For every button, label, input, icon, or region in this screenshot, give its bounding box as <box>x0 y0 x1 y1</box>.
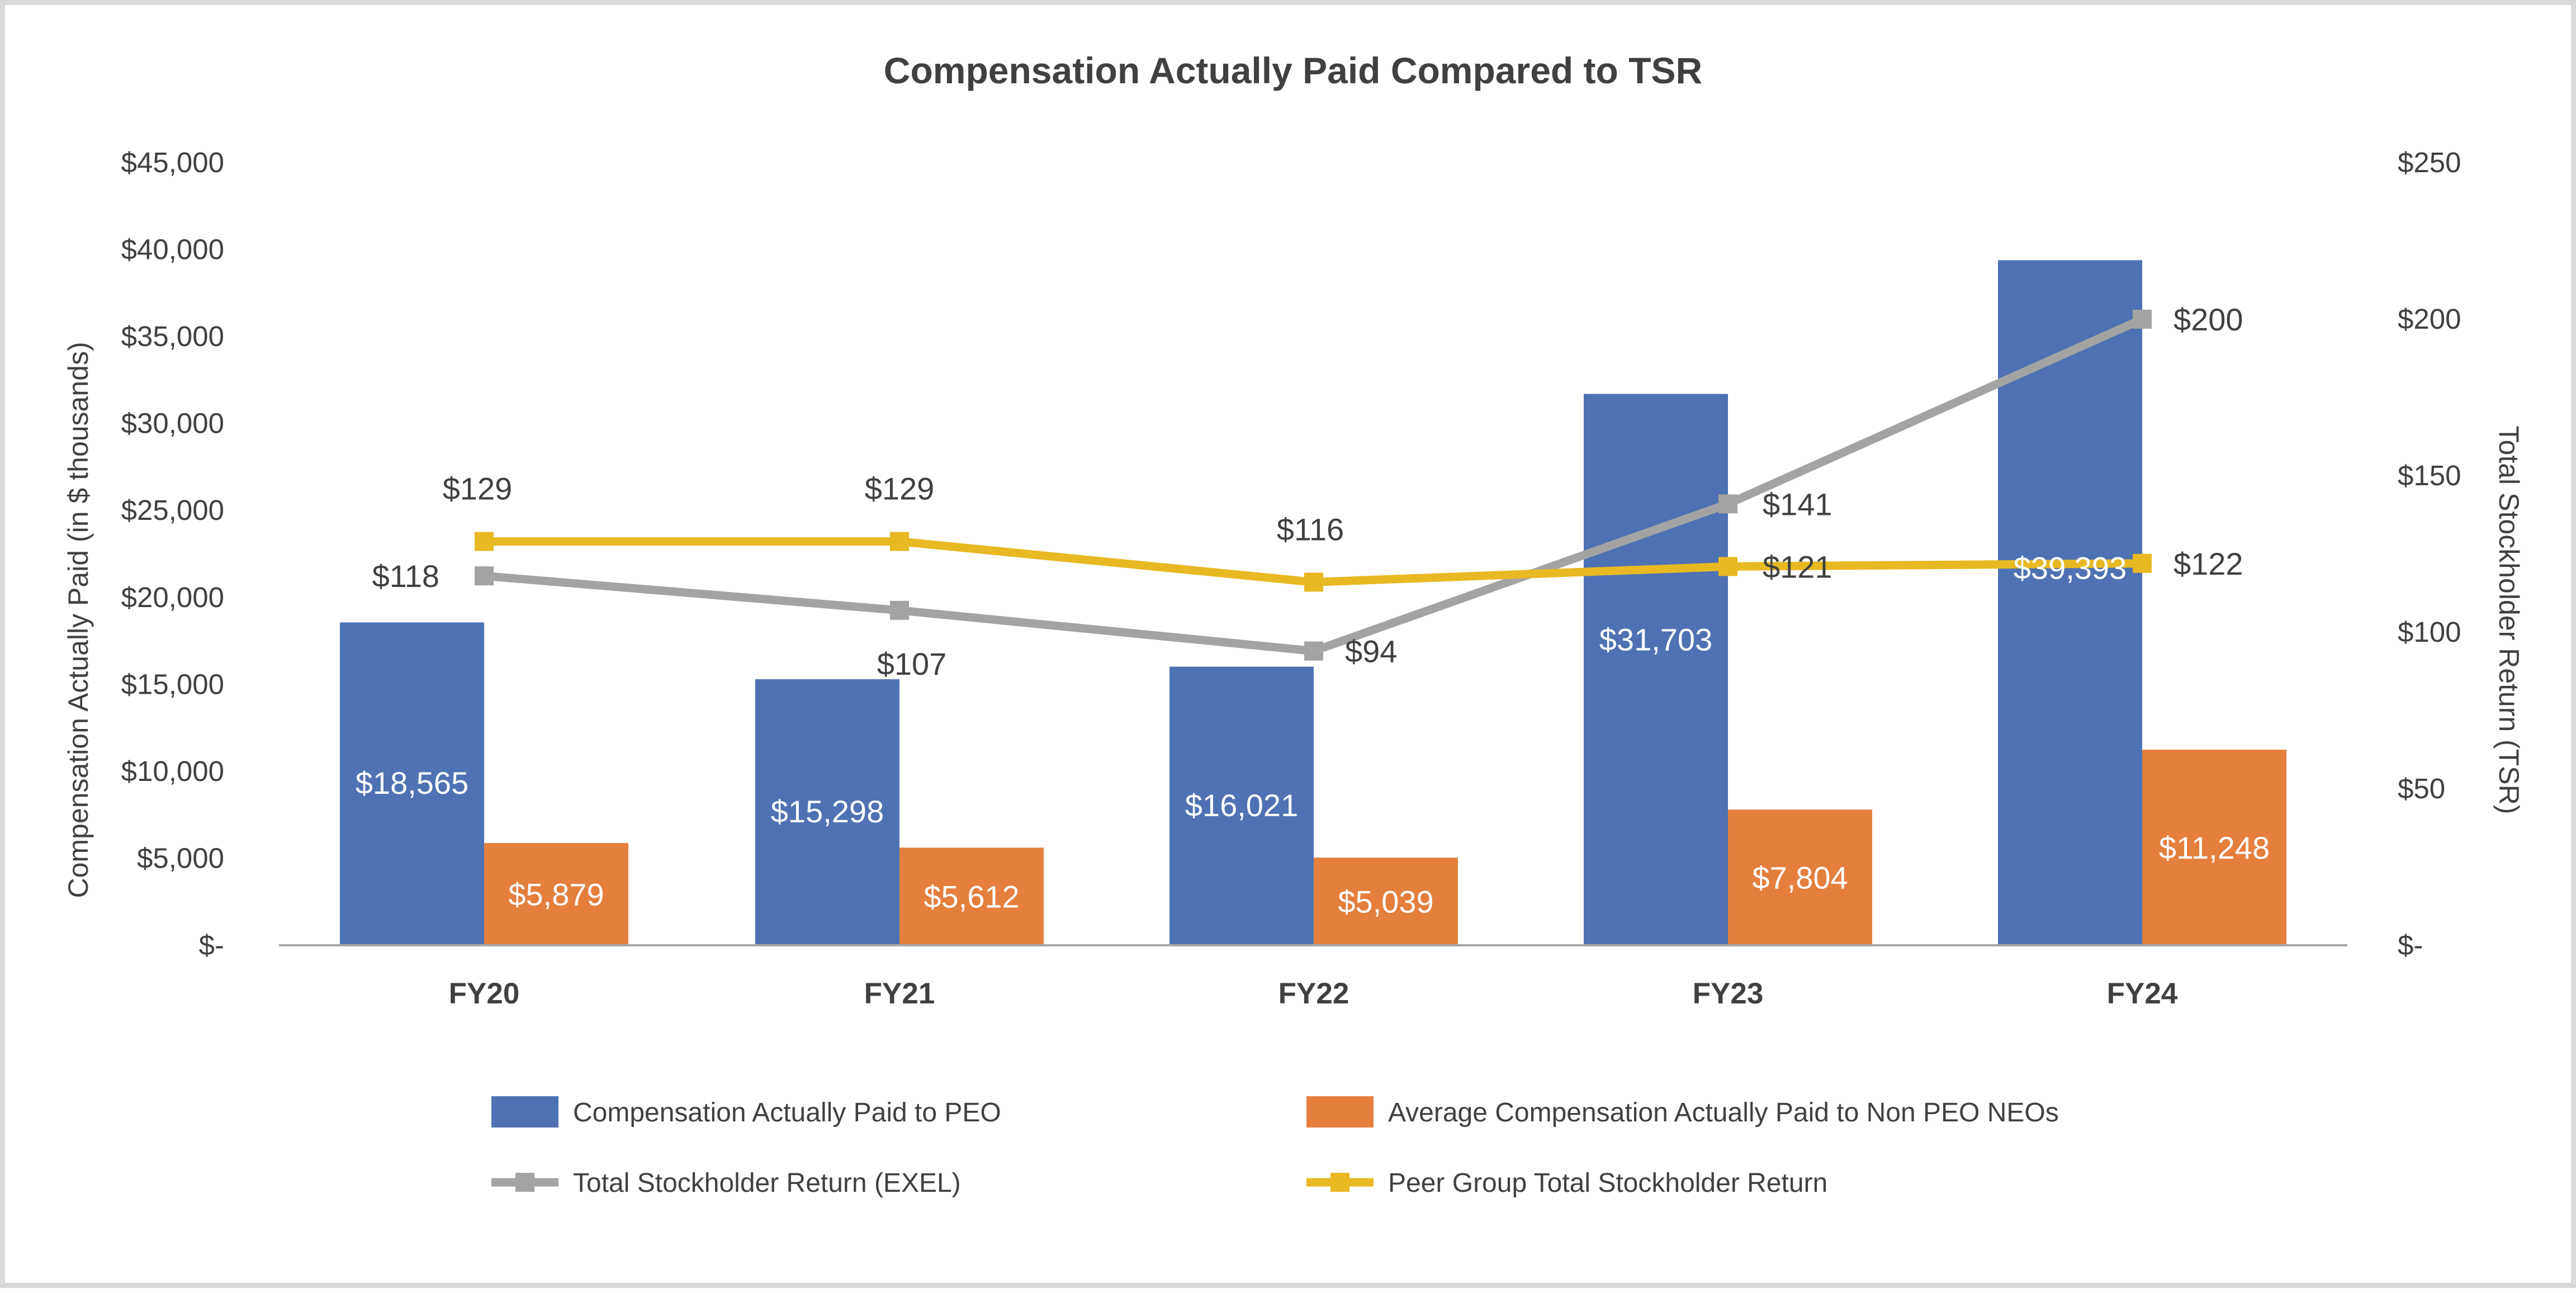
right-tick-label: $- <box>2398 929 2423 961</box>
category-label: FY21 <box>864 977 935 1010</box>
peer-tsr-marker <box>2133 553 2152 573</box>
legend-peo-label: Compensation Actually Paid to PEO <box>573 1098 1001 1128</box>
peo-bar <box>340 622 484 945</box>
peo-bar-value-label: $18,565 <box>356 765 468 801</box>
legend-neo-label: Average Compensation Actually Paid to No… <box>1388 1098 2059 1128</box>
bar-labels-group: $18,565 $15,298 $16,021 $31,703 $39,393 $5,87… <box>356 550 2270 919</box>
peo-bar-value-label: $39,393 <box>2014 550 2127 585</box>
peer-tsr-value-label: $116 <box>1277 511 1344 547</box>
neo-bar <box>1314 858 1458 945</box>
peer-tsr-value-label: $129 <box>443 471 513 506</box>
line-labels-group: $118 $107 $94 $141 $200 $129 $129 $116 $121 $122 <box>372 302 2243 681</box>
legend-exel-tsr-marker <box>515 1173 534 1192</box>
neo-bar-value-label: $11,248 <box>2159 830 2270 865</box>
legend-exel-tsr-label: Total Stockholder Return (EXEL) <box>573 1168 961 1198</box>
peer-tsr-marker <box>1304 572 1323 592</box>
left-tick-label: $10,000 <box>121 755 224 787</box>
exel-tsr-marker <box>2133 310 2152 329</box>
exel-tsr-marker <box>890 600 909 620</box>
exel-tsr-marker <box>1718 494 1737 514</box>
neo-bar-value-label: $5,879 <box>508 877 604 912</box>
peer-tsr-value-label: $129 <box>865 471 935 506</box>
exel-tsr-marker <box>1304 641 1323 661</box>
exel-tsr-value-label: $141 <box>1763 486 1832 522</box>
exel-tsr-value-label: $94 <box>1345 634 1397 669</box>
neo-bar <box>1728 809 1872 945</box>
peo-bar-value-label: $16,021 <box>1185 788 1298 823</box>
right-tick-label: $150 <box>2398 460 2461 491</box>
peo-bar-value-label: $31,703 <box>1599 622 1712 657</box>
legend-peer-tsr-label: Peer Group Total Stockholder Return <box>1388 1168 1827 1198</box>
peo-bar <box>755 679 899 945</box>
peer-tsr-value-label: $121 <box>1763 549 1832 584</box>
category-label: FY20 <box>449 977 520 1010</box>
exel-tsr-value-label: $200 <box>2174 302 2243 337</box>
peer-tsr-marker <box>1718 557 1737 576</box>
left-tick-label: $35,000 <box>121 320 224 352</box>
peo-bar <box>1169 666 1314 945</box>
category-label: FY22 <box>1278 977 1349 1010</box>
right-tick-label: $100 <box>2398 616 2461 648</box>
exel-tsr-value-label: $118 <box>372 558 439 594</box>
peer-tsr-marker <box>475 532 494 551</box>
left-tick-label: $15,000 <box>121 668 224 700</box>
peo-bar-value-label: $15,298 <box>771 794 884 829</box>
exel-tsr-line <box>484 315 2144 656</box>
neo-bar <box>899 847 1044 945</box>
neo-bar-value-label: $5,039 <box>1338 884 1433 920</box>
right-tick-label: $250 <box>2398 146 2461 178</box>
chart-title: Compensation Actually Paid Compared to T… <box>884 50 1702 91</box>
category-label: FY23 <box>1693 977 1764 1010</box>
left-tick-label: $20,000 <box>121 581 224 613</box>
legend-peo-swatch <box>491 1096 558 1128</box>
left-tick-label: $45,000 <box>121 146 224 178</box>
legend: Compensation Actually Paid to PEO Average… <box>491 1096 2059 1198</box>
category-label: FY24 <box>2107 977 2178 1010</box>
peo-bar <box>1584 394 1728 945</box>
left-tick-label: $- <box>199 929 224 961</box>
peer-tsr-marker <box>890 532 909 551</box>
peer-tsr-value-label: $122 <box>2174 546 2243 581</box>
right-axis-ticks: $- $50 $100 $150 $200 $250 <box>2398 146 2461 961</box>
exel-tsr-value-label: $107 <box>877 646 947 681</box>
bars-group <box>340 260 2286 946</box>
right-tick-label: $200 <box>2398 303 2461 335</box>
left-tick-label: $5,000 <box>137 842 224 874</box>
category-labels: FY20 FY21 FY22 FY23 FY24 <box>449 977 2178 1010</box>
neo-bar-value-label: $5,612 <box>924 879 1019 915</box>
right-tick-label: $50 <box>2398 773 2445 804</box>
neo-bar <box>484 843 628 945</box>
left-tick-label: $25,000 <box>121 494 224 526</box>
left-axis-title: Compensation Actually Paid (in $ thousan… <box>63 342 94 898</box>
peo-bar <box>1998 260 2142 946</box>
right-axis-title: Total Stockholder Return (TSR) <box>2493 426 2525 814</box>
lines-group <box>475 310 2152 661</box>
left-axis-ticks: $- $5,000 $10,000 $15,000 $20,000 $25,000 $30,… <box>121 146 224 961</box>
legend-neo-swatch <box>1306 1096 1374 1128</box>
neo-bar-value-label: $7,804 <box>1752 860 1848 896</box>
left-tick-label: $30,000 <box>121 408 224 439</box>
chart-svg: Compensation Actually Paid Compared to T… <box>63 50 2525 1198</box>
neo-bar <box>2142 750 2286 945</box>
legend-peer-tsr-marker <box>1330 1173 1349 1192</box>
exel-tsr-marker <box>475 566 494 586</box>
left-tick-label: $40,000 <box>121 234 224 266</box>
